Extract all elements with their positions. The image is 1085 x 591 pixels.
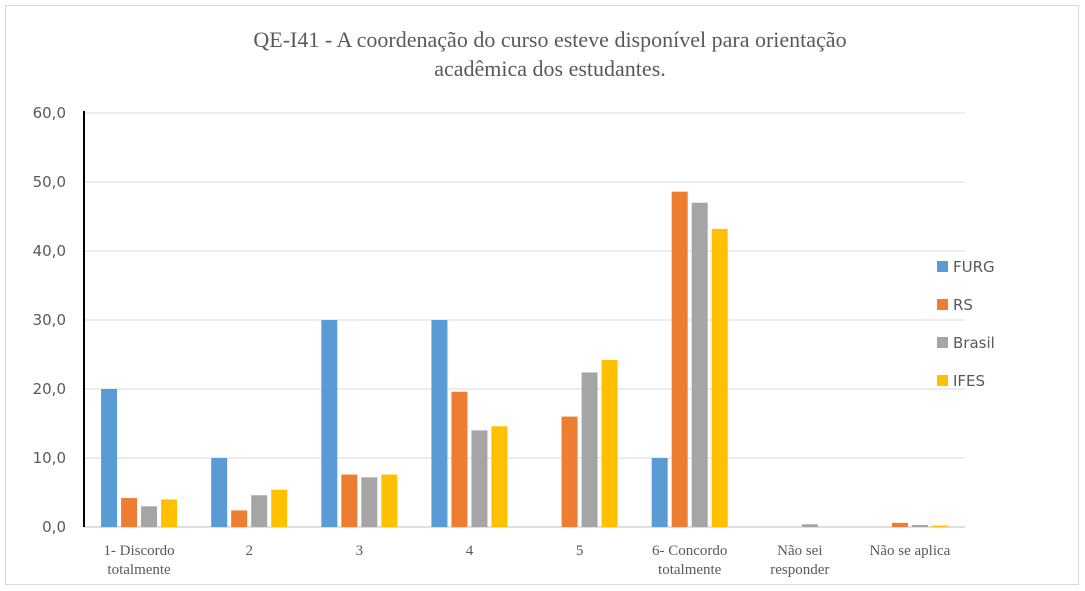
- legend-swatch: [937, 337, 948, 348]
- x-tick-label: 4: [466, 543, 474, 559]
- bar-rs: [451, 391, 468, 527]
- bar-ifes: [271, 489, 288, 527]
- y-tick-label: 0,0: [42, 518, 66, 536]
- bar-rs: [891, 522, 908, 527]
- bar-brasil: [911, 524, 928, 527]
- bar-rs: [341, 474, 358, 527]
- bar-brasil: [801, 524, 818, 527]
- x-tick-label: 5: [576, 543, 584, 559]
- bar-ifes: [601, 360, 618, 527]
- x-tick-label: 6- Concordo: [652, 543, 727, 559]
- x-tick-label: Não se aplica: [870, 543, 951, 559]
- bar-furg: [101, 389, 118, 527]
- y-tick-label: 50,0: [33, 173, 66, 191]
- legend-swatch: [937, 261, 948, 272]
- bar-rs: [671, 191, 688, 527]
- x-tick-label: responder: [770, 562, 829, 578]
- bar-brasil: [691, 202, 708, 527]
- legend-label: Brasil: [953, 334, 995, 352]
- bar-furg: [321, 320, 338, 527]
- y-tick-label: 40,0: [33, 242, 66, 260]
- chart-title: QE-I41 - A coordenação do curso esteve d…: [90, 25, 1010, 83]
- legend-swatch: [937, 299, 948, 310]
- y-tick-label: 10,0: [33, 449, 66, 467]
- bar-brasil: [471, 430, 488, 527]
- x-tick-label: 3: [356, 543, 364, 559]
- bar-ifes: [931, 525, 948, 527]
- bar-brasil: [361, 477, 378, 527]
- chart-frame: [5, 5, 1079, 585]
- bar-brasil: [251, 495, 268, 527]
- legend-label: FURG: [953, 258, 995, 276]
- bar-ifes: [161, 499, 178, 527]
- bar-furg: [431, 320, 448, 527]
- bar-rs: [231, 510, 248, 527]
- bar-ifes: [381, 474, 398, 527]
- legend-label: RS: [953, 296, 973, 314]
- x-tick-label: 2: [245, 543, 253, 559]
- bar-ifes: [711, 228, 728, 528]
- y-tick-label: 20,0: [33, 380, 66, 398]
- legend-swatch: [937, 375, 948, 386]
- bar-brasil: [141, 506, 158, 527]
- bar-rs: [561, 416, 578, 527]
- bar-brasil: [581, 372, 598, 527]
- chart-title-line-2: acadêmica dos estudantes.: [434, 56, 666, 81]
- x-tick-label: 1- Discordo: [103, 543, 174, 559]
- y-tick-label: 60,0: [33, 104, 66, 122]
- legend-label: IFES: [953, 372, 985, 390]
- bar-rs: [121, 498, 138, 527]
- x-tick-label: totalmente: [658, 562, 722, 578]
- x-tick-label: Não sei: [777, 543, 822, 559]
- y-tick-label: 30,0: [33, 311, 66, 329]
- bar-furg: [211, 458, 228, 527]
- bar-ifes: [491, 426, 508, 527]
- bar-furg: [651, 458, 668, 527]
- x-tick-label: totalmente: [107, 562, 171, 578]
- chart-title-line-1: QE-I41 - A coordenação do curso esteve d…: [253, 27, 847, 52]
